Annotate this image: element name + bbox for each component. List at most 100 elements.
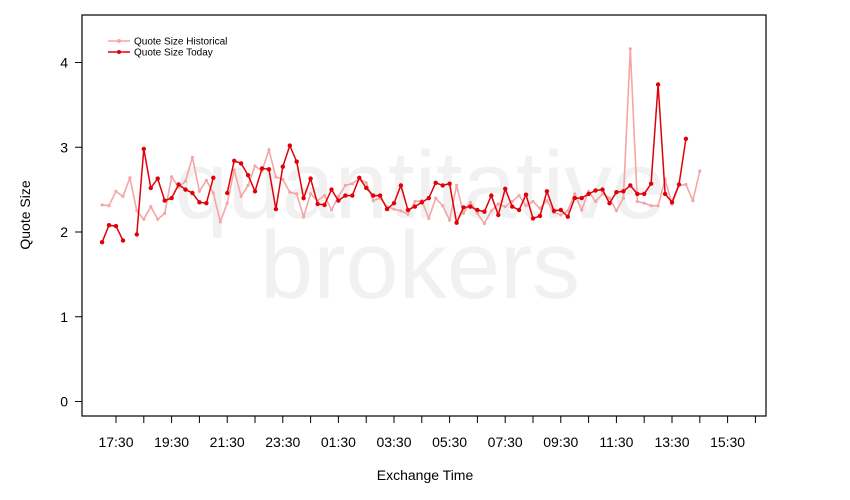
data-point [448, 218, 452, 222]
data-point [544, 189, 550, 194]
data-point [197, 189, 201, 193]
data-point [253, 164, 257, 168]
data-point [545, 199, 549, 203]
data-point [614, 190, 619, 195]
data-point [475, 207, 480, 213]
x-tick-label: 19:30 [154, 434, 189, 450]
data-point [648, 181, 654, 186]
data-point [357, 175, 362, 180]
data-point [503, 186, 508, 191]
data-point [183, 187, 188, 192]
data-point [455, 183, 459, 187]
data-point [405, 207, 411, 213]
series-layer [99, 47, 702, 245]
data-point [162, 198, 167, 203]
data-point [482, 209, 487, 214]
data-point [662, 191, 668, 197]
data-point [614, 209, 619, 213]
data-point [655, 82, 661, 87]
data-point [559, 213, 563, 217]
data-point [218, 220, 222, 224]
watermark: quantitative brokers [174, 132, 665, 319]
data-point [579, 195, 584, 201]
data-point [204, 178, 208, 182]
y-tick-label: 3 [60, 139, 68, 155]
data-point [573, 192, 577, 196]
data-point [642, 191, 647, 197]
x-tick-label: 15:30 [710, 434, 745, 450]
data-point [572, 195, 577, 201]
data-point [434, 196, 438, 200]
data-point [412, 204, 418, 209]
data-point [461, 211, 466, 215]
series-line [101, 224, 124, 243]
data-point [635, 199, 639, 204]
data-point [148, 185, 153, 191]
data-point [155, 176, 160, 181]
data-point [225, 190, 230, 196]
data-point [211, 175, 216, 180]
data-point [516, 207, 522, 213]
data-point [649, 204, 653, 208]
data-point [309, 192, 313, 196]
data-point [100, 203, 104, 207]
data-point [377, 193, 383, 198]
data-point [371, 199, 375, 203]
x-tick-label: 01:30 [321, 434, 356, 450]
data-point [294, 159, 299, 164]
data-point [225, 201, 229, 205]
data-point [586, 191, 591, 197]
data-point [295, 192, 299, 196]
data-point [530, 216, 536, 221]
data-point [440, 183, 445, 188]
data-point [454, 220, 459, 225]
data-point [600, 192, 605, 196]
data-point [315, 201, 320, 207]
data-point [141, 146, 146, 152]
data-point [580, 208, 584, 212]
data-point [142, 217, 146, 221]
data-point [475, 211, 479, 215]
y-tick-label: 1 [60, 309, 68, 325]
data-point [413, 199, 417, 204]
y-tick-label: 2 [60, 224, 68, 240]
series-historical [100, 47, 702, 226]
legend-marker [117, 50, 121, 54]
x-axis: 17:30 19:30 21:30 23:30 01:30 03:30 05:30 07:30… [98, 416, 756, 450]
data-point [245, 173, 251, 178]
data-point [482, 221, 486, 226]
data-point [524, 204, 528, 208]
x-tick-label: 11:30 [599, 434, 633, 450]
data-point [343, 193, 348, 198]
data-point [558, 207, 563, 213]
data-point [259, 166, 265, 171]
x-tick-label: 05:30 [432, 434, 467, 450]
data-point [350, 193, 355, 198]
data-point [698, 169, 702, 173]
data-point [107, 204, 111, 208]
data-point [392, 207, 396, 211]
data-point [156, 217, 160, 221]
data-point [113, 223, 119, 229]
y-axis-title: Quote Size [17, 180, 33, 249]
data-point [252, 189, 258, 194]
data-point [274, 175, 278, 179]
data-point [593, 188, 598, 193]
y-tick-label: 0 [60, 394, 68, 410]
data-point [273, 206, 279, 212]
data-point [628, 183, 633, 188]
y-axis: 0 1 2 3 4 [60, 55, 82, 410]
data-point [238, 161, 244, 166]
data-point [684, 182, 688, 187]
data-point [204, 201, 209, 206]
x-tick-label: 13:30 [654, 434, 689, 450]
data-point [99, 240, 105, 245]
data-point [322, 194, 327, 198]
data-point [239, 194, 243, 198]
data-point [106, 223, 112, 228]
data-point [308, 176, 313, 181]
data-point [635, 191, 640, 197]
data-point [656, 204, 660, 208]
x-tick-label: 09:30 [543, 434, 578, 450]
